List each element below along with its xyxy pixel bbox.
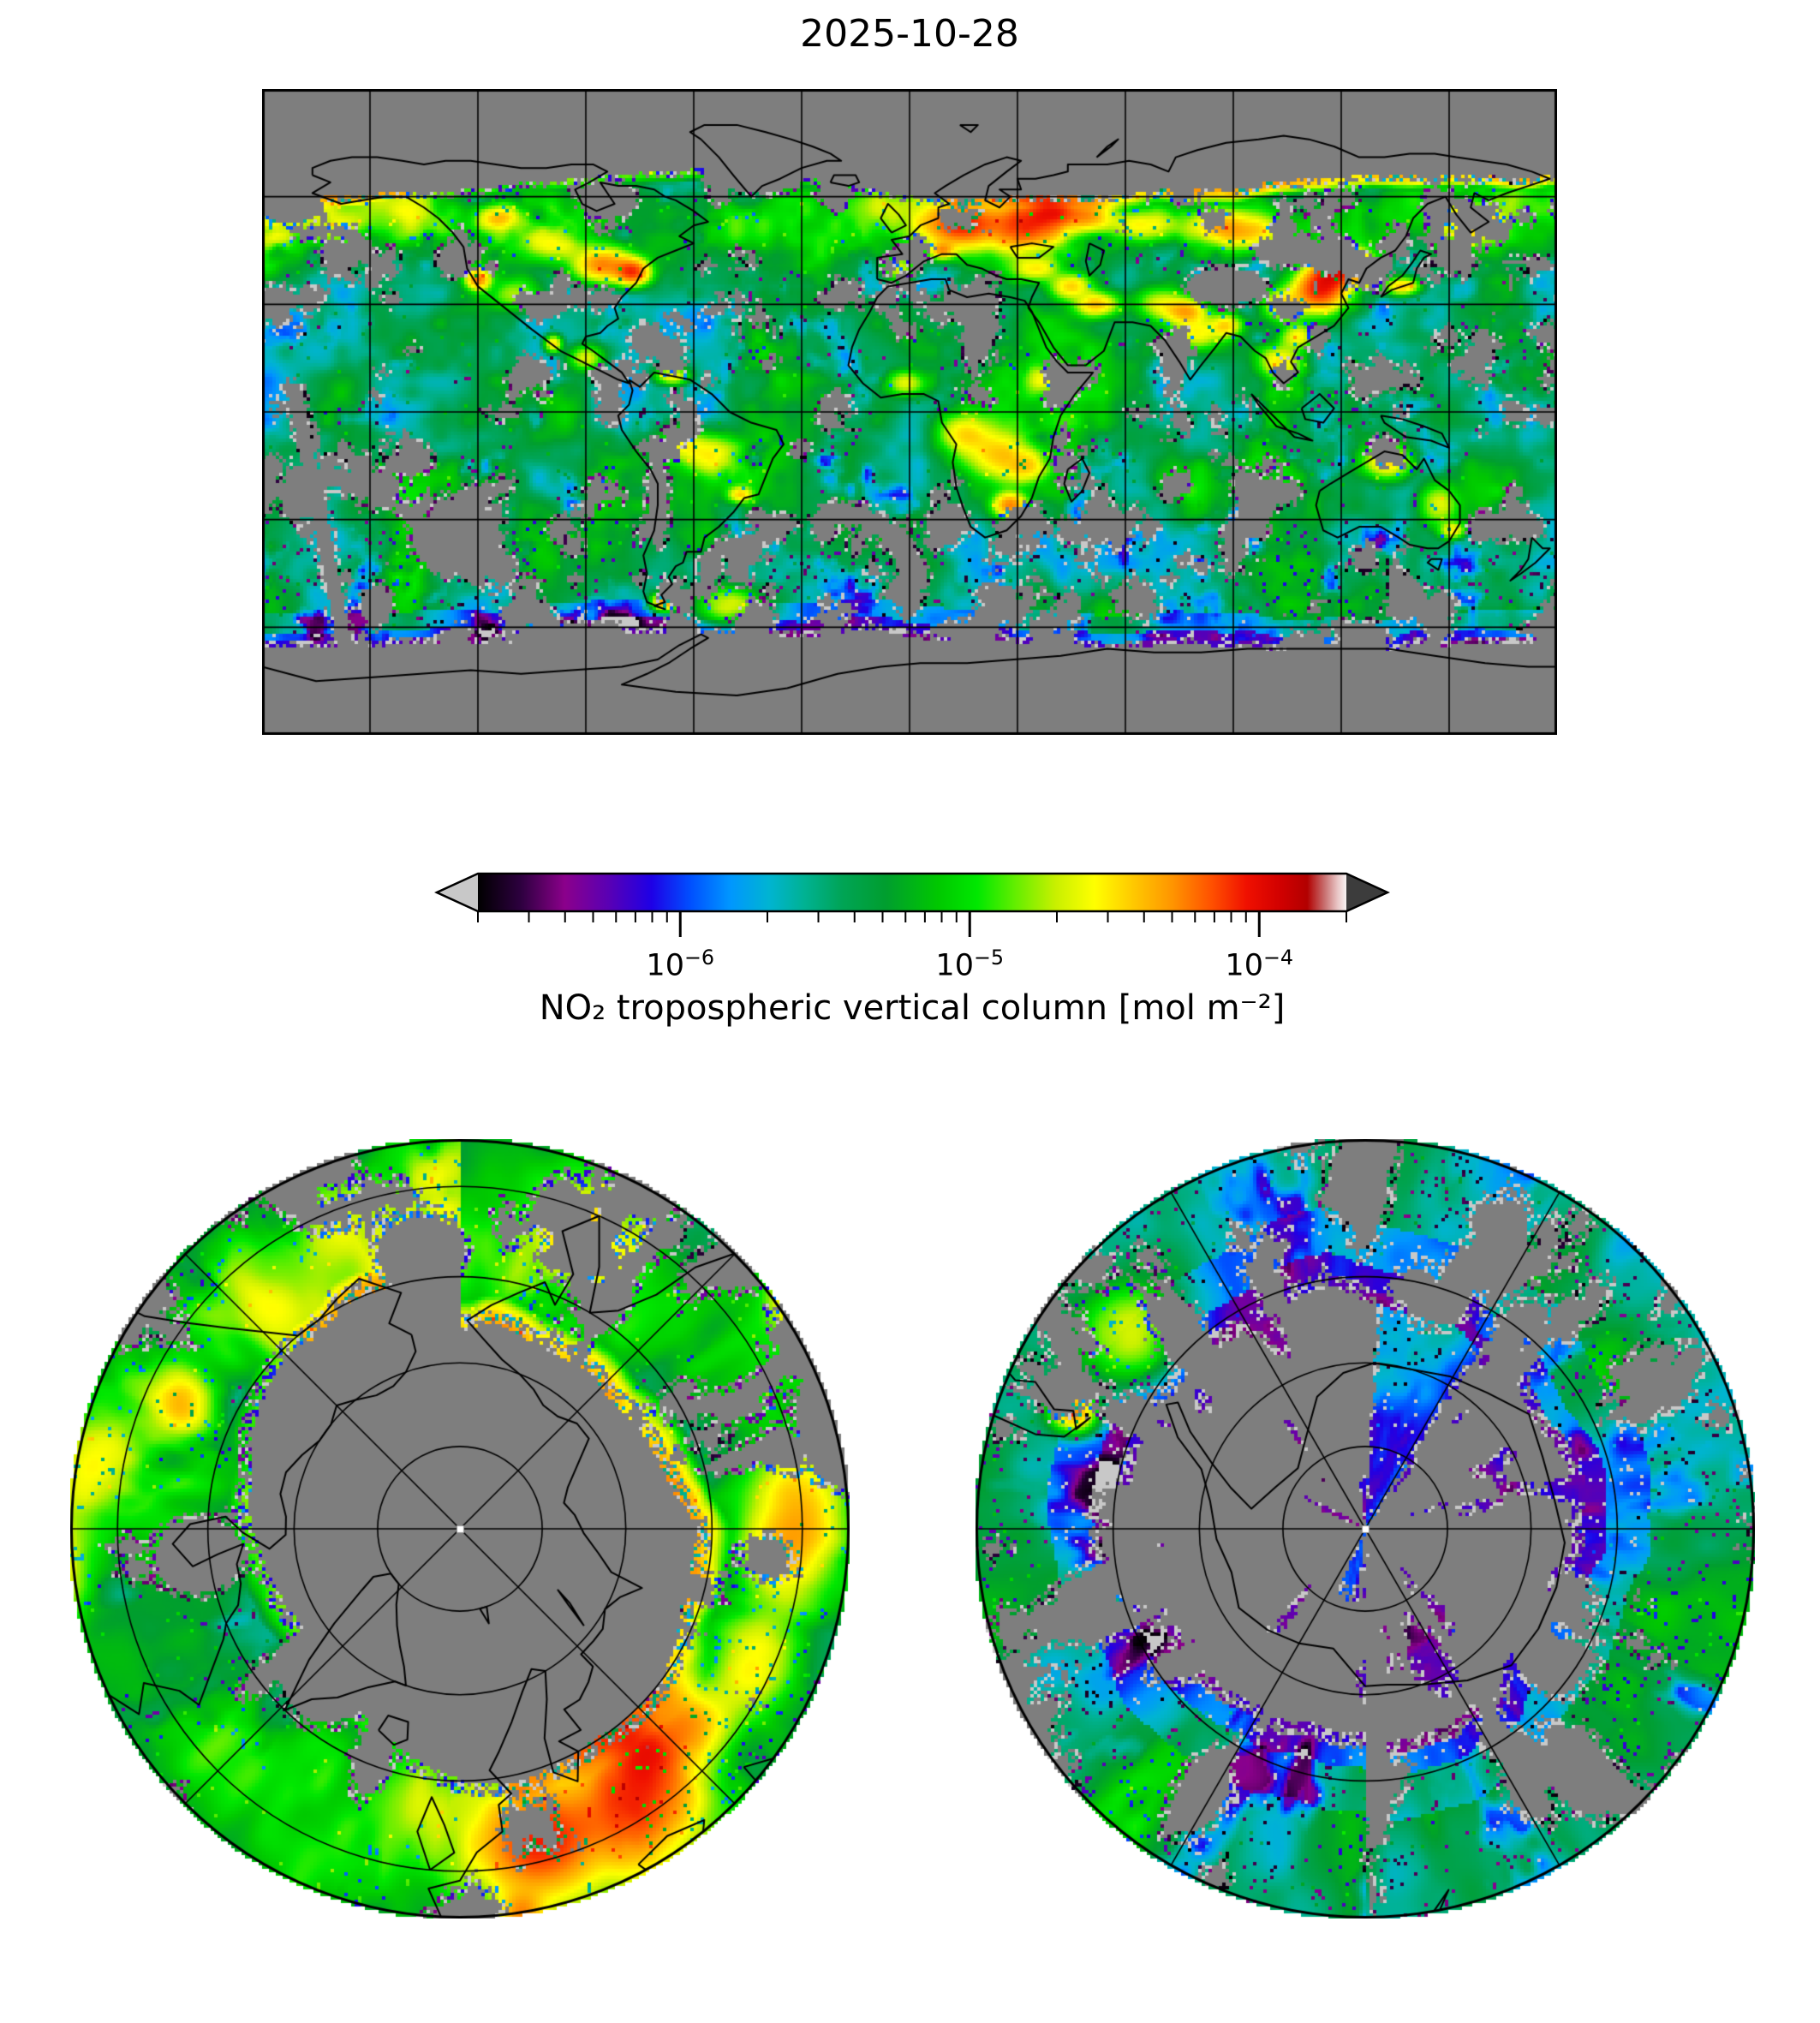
colorbar-tick-label: 10−4: [1225, 946, 1294, 983]
colorbar-gradient: [478, 874, 1346, 911]
world-map-canvas: [262, 89, 1557, 735]
colorbar-under-arrow: [437, 874, 478, 911]
colorbar: 10−6 10−5 10−4 NO₂ tropospheric vertical c…: [411, 863, 1422, 1043]
colorbar-over-arrow: [1346, 874, 1387, 911]
colorbar-gradient-bar: [433, 872, 1391, 937]
colorbar-tick-label: 10−6: [646, 946, 715, 983]
figure-title: 2025-10-28: [800, 12, 1019, 56]
south-polar-map-canvas: [976, 1139, 1755, 1919]
north-polar-map-canvas: [70, 1139, 850, 1919]
colorbar-tick-label: 10−5: [935, 946, 1005, 983]
colorbar-axis-label: NO₂ tropospheric vertical column [mol m⁻…: [539, 988, 1286, 1028]
